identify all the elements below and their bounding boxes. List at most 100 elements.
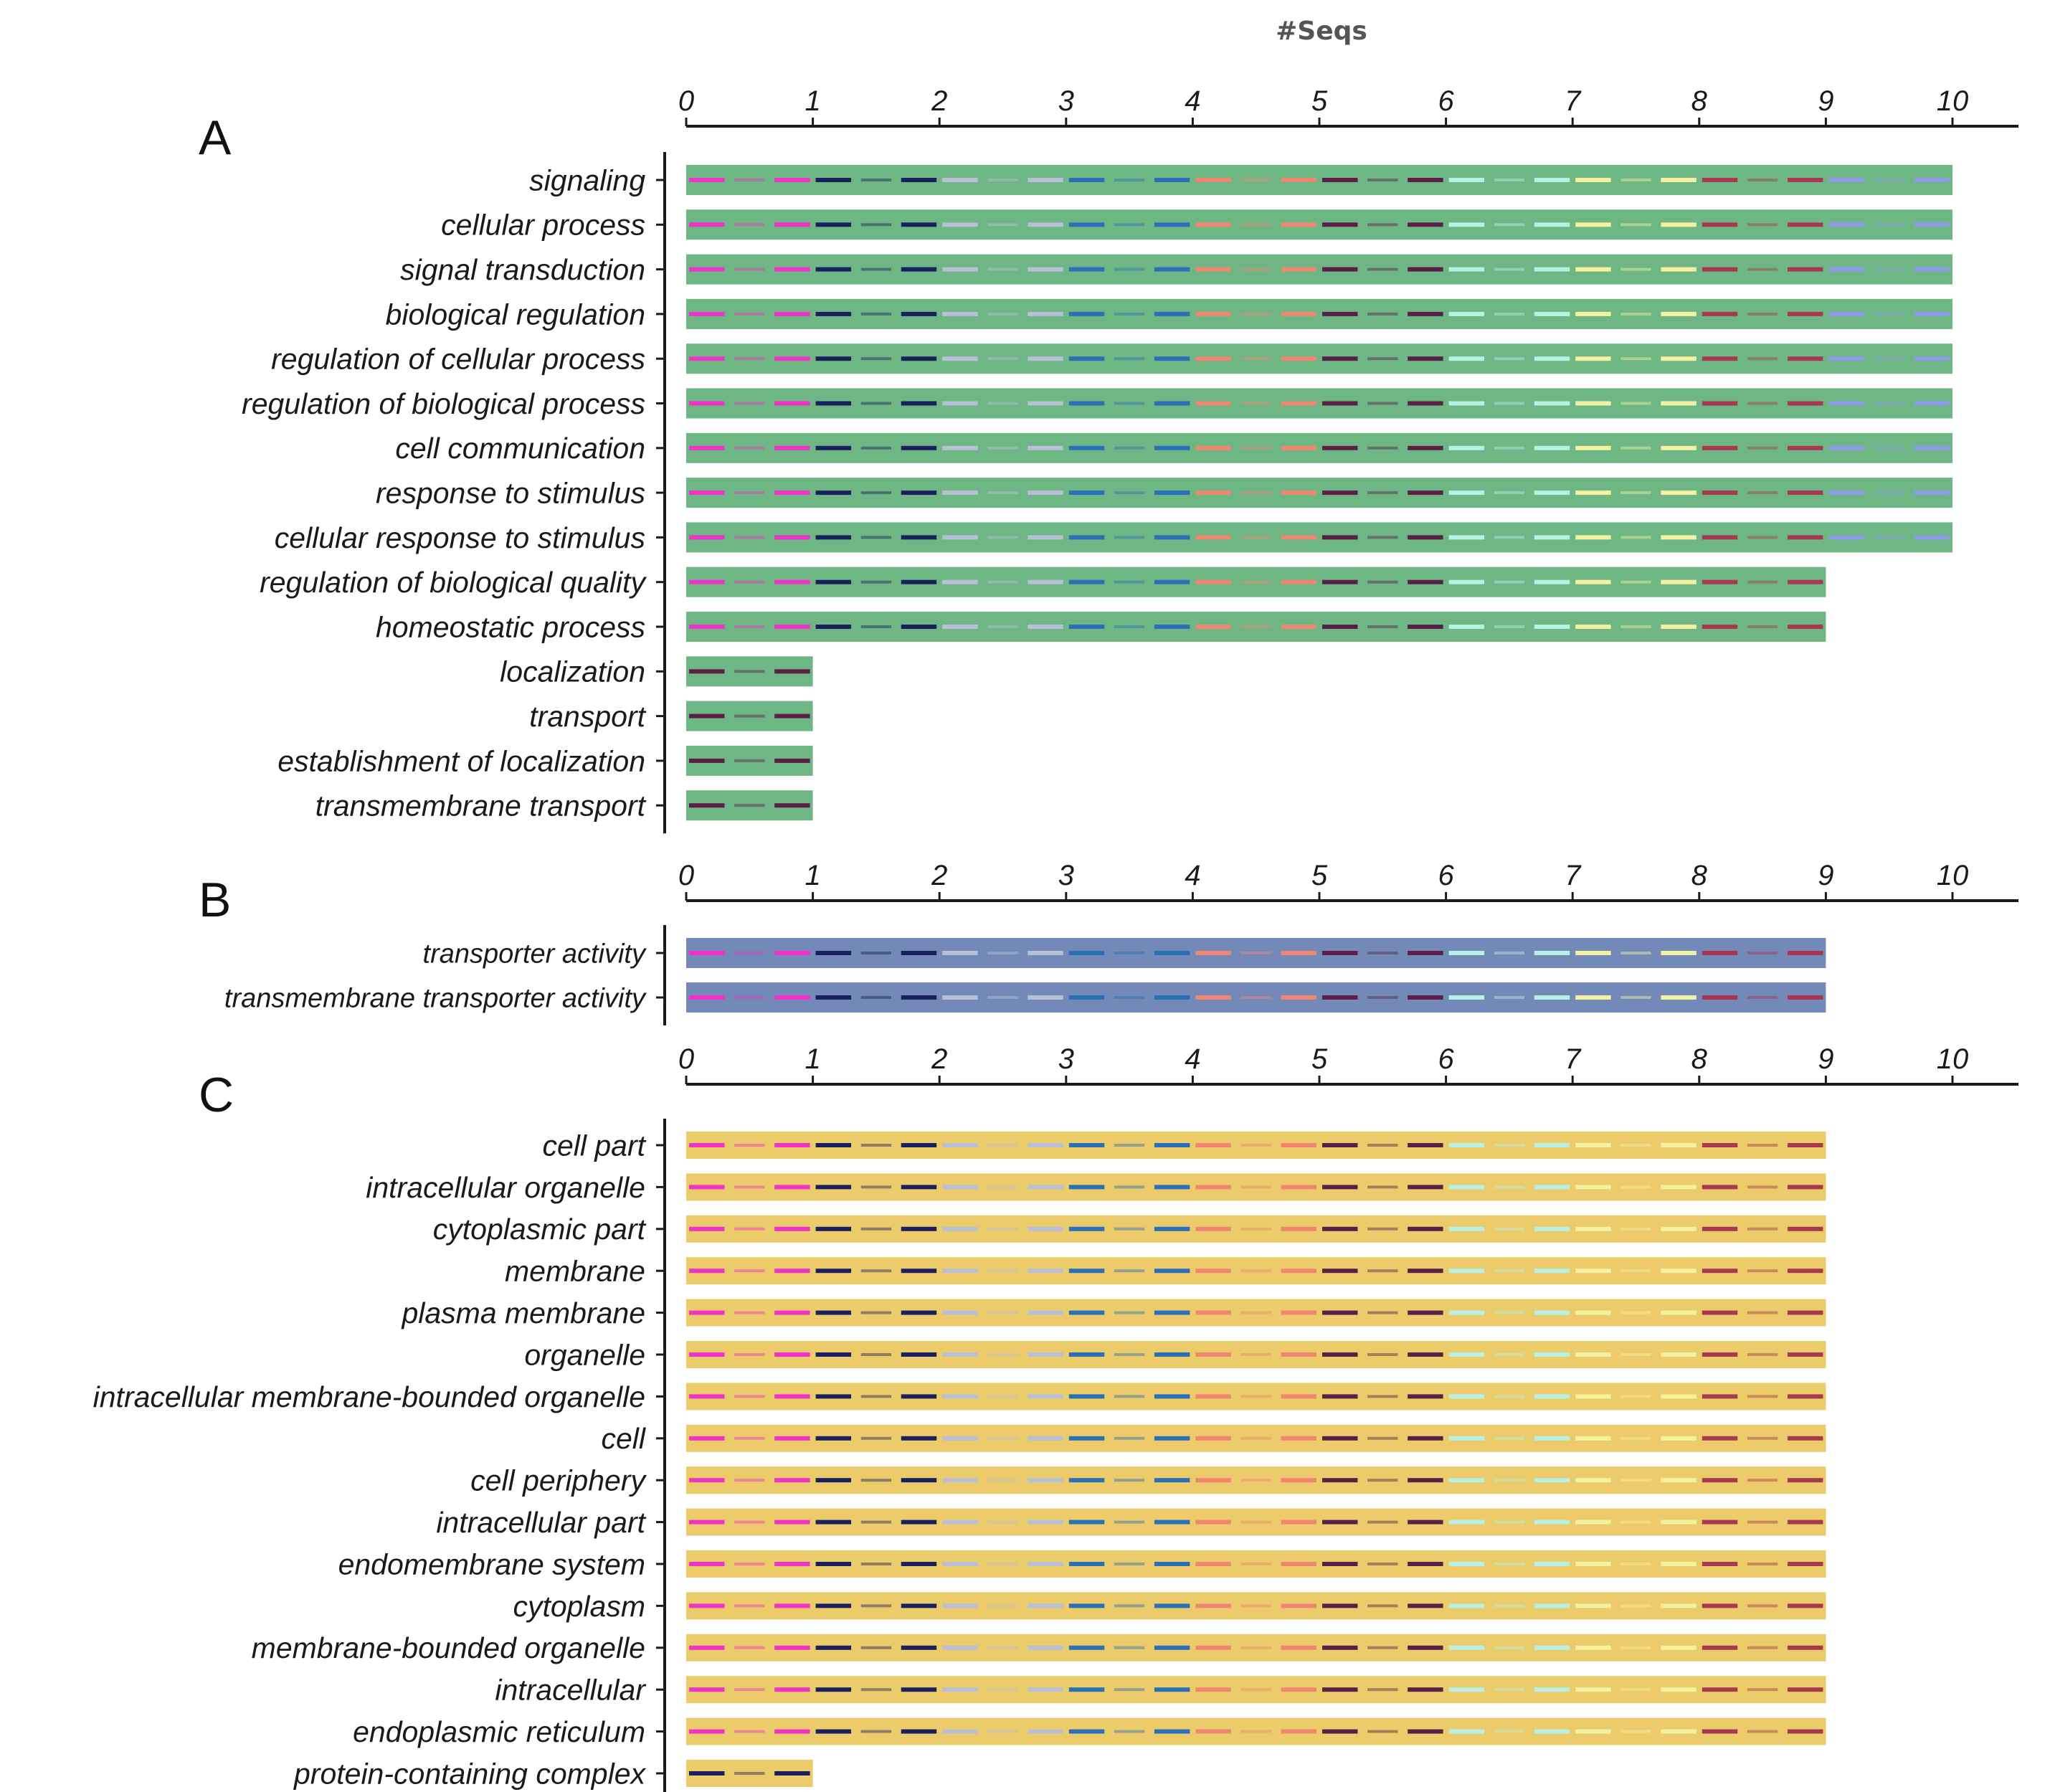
bar bbox=[686, 1508, 1826, 1536]
bar-segment bbox=[1281, 535, 1316, 540]
category-label: signaling bbox=[529, 163, 645, 196]
bar-segment-label-mark bbox=[1874, 491, 1904, 495]
bar-segment bbox=[1534, 445, 1570, 450]
bar-segment bbox=[1828, 401, 1864, 406]
bar-segment-label-mark bbox=[734, 625, 765, 628]
bar-segment-label-mark bbox=[734, 1311, 765, 1314]
bar-segment bbox=[1028, 1687, 1063, 1692]
bar-segment bbox=[815, 625, 852, 629]
bar-segment bbox=[1828, 178, 1864, 182]
bar-segment bbox=[1534, 1562, 1570, 1566]
bar-segment bbox=[1787, 1520, 1823, 1525]
bar-segment bbox=[1408, 311, 1443, 316]
bar-segment bbox=[1448, 178, 1485, 182]
bar-segment bbox=[1787, 1436, 1823, 1441]
bar-segment bbox=[1195, 625, 1231, 629]
bar-segment bbox=[1534, 1478, 1570, 1483]
bar-segment-label-mark bbox=[1240, 179, 1271, 181]
bar-segment-label-mark bbox=[860, 1646, 892, 1649]
bar bbox=[686, 1299, 1826, 1327]
bar-segment bbox=[1702, 356, 1738, 361]
bar-segment bbox=[1702, 401, 1738, 406]
bar-segment-label-mark bbox=[1367, 1604, 1398, 1608]
bar-segment bbox=[1534, 1603, 1570, 1608]
x-tick-label: 2 bbox=[931, 860, 947, 891]
bar-segment bbox=[1702, 490, 1738, 496]
bar-segment bbox=[1787, 1226, 1823, 1231]
bar-segment bbox=[1028, 267, 1063, 272]
bar-segment bbox=[1661, 1520, 1697, 1525]
bar-segment-label-mark bbox=[1620, 1269, 1651, 1273]
category-label: intracellular bbox=[495, 1674, 647, 1707]
bar-segment bbox=[1195, 267, 1231, 272]
bar-segment bbox=[1154, 222, 1190, 227]
bar-segment bbox=[1534, 951, 1570, 955]
bar-segment bbox=[774, 535, 810, 540]
bar-segment-label-mark bbox=[987, 267, 1018, 271]
bar-segment bbox=[1028, 995, 1063, 1000]
bar-segment bbox=[942, 1143, 978, 1147]
bar-segment bbox=[1787, 311, 1823, 316]
bar-segment bbox=[774, 1687, 810, 1692]
bar-segment bbox=[1661, 951, 1697, 955]
bar-segment bbox=[774, 1143, 810, 1147]
bar-segment-label-mark bbox=[1494, 1185, 1525, 1189]
bar-segment-label-mark bbox=[1874, 223, 1904, 227]
bar-segment-label-mark bbox=[1747, 1563, 1778, 1565]
x-tick-label: 9 bbox=[1818, 860, 1833, 891]
bar-segment bbox=[1028, 222, 1063, 227]
bar-segment bbox=[1534, 267, 1570, 272]
bar-segment bbox=[815, 579, 852, 584]
bar-segment bbox=[1408, 1729, 1443, 1734]
bar-segment bbox=[942, 1310, 978, 1315]
bar bbox=[686, 1215, 1826, 1243]
bar-segment-label-mark bbox=[1494, 267, 1525, 271]
bar-segment bbox=[1448, 1520, 1485, 1525]
bar-segment-label-mark bbox=[1494, 1688, 1525, 1692]
bar-segment bbox=[1661, 311, 1697, 316]
bar-segment bbox=[689, 1771, 725, 1776]
bar-segment bbox=[1281, 1226, 1316, 1231]
bar-segment-label-mark bbox=[1747, 1311, 1778, 1314]
bar-segment-label-mark bbox=[1240, 625, 1271, 628]
bar-segment-label-mark bbox=[987, 1185, 1018, 1189]
bar-segment bbox=[942, 222, 978, 227]
bar-segment bbox=[1787, 1645, 1823, 1650]
bar-segment bbox=[901, 1603, 937, 1608]
bar-segment-label-mark bbox=[1620, 1395, 1651, 1398]
bar-segment bbox=[1408, 995, 1443, 1000]
bar-segment bbox=[1575, 222, 1611, 227]
bar-segment bbox=[815, 356, 852, 361]
bar-segment bbox=[1914, 535, 1950, 540]
bar-segment bbox=[1448, 1645, 1485, 1650]
bar-segment-label-mark bbox=[987, 1395, 1018, 1398]
bar-segment bbox=[1575, 1478, 1611, 1483]
bar-segment bbox=[815, 1687, 852, 1692]
bar-segment-label-mark bbox=[1494, 179, 1525, 181]
bar-segment-label-mark bbox=[1367, 996, 1398, 999]
bar-segment bbox=[1787, 1562, 1823, 1566]
bar bbox=[686, 343, 1952, 374]
bar-segment bbox=[1281, 1729, 1316, 1734]
bar-segment-label-mark bbox=[1494, 402, 1525, 405]
bar-segment bbox=[815, 995, 852, 1000]
bar-segment bbox=[1534, 1729, 1570, 1734]
bar bbox=[686, 522, 1952, 553]
bar-segment bbox=[1408, 1478, 1443, 1483]
bar-segment-label-mark bbox=[1747, 1479, 1778, 1482]
bar-segment bbox=[1448, 1436, 1485, 1441]
bar-segment-label-mark bbox=[1367, 1688, 1398, 1692]
bar-segment bbox=[1575, 490, 1611, 496]
bar-segment bbox=[774, 1310, 810, 1315]
x-tick-label: 2 bbox=[931, 85, 947, 117]
bar-segment bbox=[1661, 401, 1697, 406]
x-tick-label: 0 bbox=[678, 860, 694, 891]
bar-segment bbox=[689, 222, 725, 227]
bar-segment-label-mark bbox=[860, 312, 892, 316]
bar-segment-label-mark bbox=[734, 714, 765, 718]
bar-segment bbox=[942, 445, 978, 450]
bar-segment-label-mark bbox=[1240, 312, 1271, 316]
bar-segment bbox=[1787, 1394, 1823, 1399]
bar-segment-label-mark bbox=[860, 1730, 892, 1733]
bar-segment bbox=[1534, 178, 1570, 182]
